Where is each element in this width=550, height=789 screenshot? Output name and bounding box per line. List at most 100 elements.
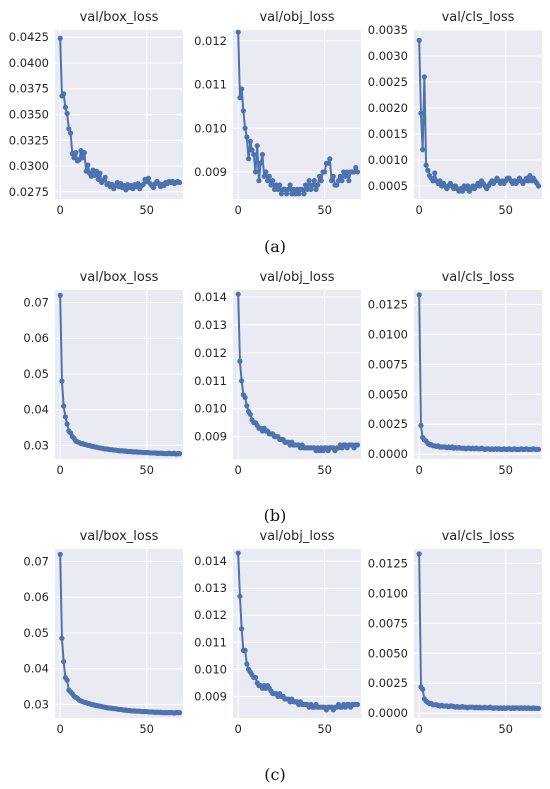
data-point [64,110,70,117]
data-point [176,451,183,457]
data-point [301,191,307,197]
x-tick-label: 0 [57,203,64,217]
line-chart: 0 50 0.009 0.010 0.011 0.012 val/obj_loss [194,10,361,217]
y-tick-label: 0.03 [23,438,49,452]
line-chart: 0 50 0.009 0.010 0.011 0.012 0.013 0.014 val/obj… [194,270,361,477]
y-tick-label: 0.0100 [368,586,408,600]
y-tick-label: 0.012 [194,34,227,48]
y-tick-label: 0.0025 [368,75,408,89]
plot-area [414,549,542,718]
data-point [309,182,316,188]
chart-title: val/box_loss [80,10,159,25]
data-point [256,178,262,184]
data-point [64,677,70,683]
y-tick-label: 0.0025 [368,417,408,431]
data-point [315,182,321,188]
data-point [61,403,67,409]
y-tick-label: 0.012 [194,608,227,622]
y-tick-label: 0.0300 [9,159,49,173]
x-tick-label: 50 [317,463,332,477]
data-point [258,160,264,166]
y-tick-label: 0.009 [194,689,227,703]
y-tick-label: 0.0000 [368,447,408,461]
data-point [308,186,314,192]
chart-title: val/obj_loss [259,270,334,285]
y-tick-label: 0.011 [194,78,227,92]
data-point [278,191,285,197]
data-point [311,178,317,184]
data-point [296,191,302,197]
x-tick-label: 0 [57,463,64,477]
y-tick-label: 0.0325 [9,133,49,147]
data-point [252,674,259,681]
x-tick-label: 0 [416,203,423,217]
data-point [62,414,68,420]
chart-title: val/obj_loss [259,10,334,25]
chart-title: val/box_loss [80,529,159,544]
chart-title: val/box_loss [80,270,159,285]
data-point [425,167,431,173]
data-point [57,35,63,41]
data-point [249,147,255,153]
data-point [254,143,260,149]
y-tick-label: 0.011 [194,635,227,649]
line-chart: 0 50 0.0000 0.0025 0.0050 0.0075 0.0100 0.0125 v… [368,529,542,736]
y-tick-label: 0.0020 [368,101,408,115]
data-point [420,147,426,153]
data-point [342,173,349,179]
x-tick-label: 50 [498,203,513,217]
data-point [239,378,245,384]
data-point [325,160,331,166]
y-tick-label: 0.010 [194,402,227,416]
y-tick-label: 0.0000 [368,706,408,720]
y-tick-label: 0.0005 [368,179,408,193]
x-tick-label: 50 [139,463,154,477]
x-tick-label: 50 [317,722,332,736]
data-point [59,378,65,384]
line-chart: 0 50 0.03 0.04 0.05 0.06 0.07 val/box_loss [23,270,183,477]
y-tick-label: 0.013 [194,318,227,332]
data-point [247,138,253,144]
y-tick-label: 0.0100 [368,327,408,341]
data-point [346,178,352,184]
line-chart: 0 50 0.03 0.04 0.05 0.06 0.07 val/box_loss [23,529,183,736]
y-tick-label: 0.0125 [368,556,408,570]
data-point [235,29,241,35]
data-point [432,170,438,176]
y-tick-label: 0.012 [194,346,227,360]
plot-area [414,290,542,459]
y-tick-label: 0.04 [23,662,49,676]
data-point [73,150,79,156]
y-tick-label: 0.014 [194,290,227,304]
data-point [306,178,312,184]
y-tick-label: 0.06 [23,331,49,345]
chart-title: val/obj_loss [259,529,334,544]
data-point [237,593,243,599]
data-point [264,178,271,184]
data-point [328,178,335,184]
data-point [535,183,542,189]
y-tick-label: 0.07 [23,296,49,310]
data-point [354,442,361,448]
data-point [140,181,146,188]
data-point [421,74,427,80]
data-point [268,182,274,188]
data-point [242,394,248,401]
data-point [339,178,345,184]
x-tick-label: 50 [498,463,513,477]
data-point [316,173,323,179]
data-point [277,182,283,188]
data-point [92,172,98,178]
data-point [239,86,245,92]
data-point [337,173,343,179]
data-point [266,173,272,179]
data-point [237,358,243,364]
x-tick-label: 50 [317,203,332,217]
data-point [416,37,422,44]
y-tick-label: 0.0350 [9,108,49,122]
data-point [61,658,67,665]
data-point [285,186,291,192]
data-point [270,178,276,184]
data-point [57,551,63,557]
data-point [416,292,422,298]
